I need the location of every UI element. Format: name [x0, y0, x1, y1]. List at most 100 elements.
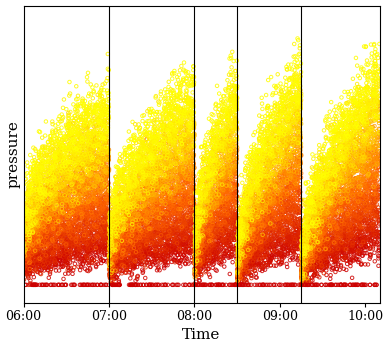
- Point: [92, 120, 98, 125]
- Point: [98, 228, 104, 234]
- Point: [228, 238, 234, 243]
- Point: [125, 161, 131, 167]
- Point: [83, 149, 89, 155]
- Point: [231, 93, 237, 99]
- Point: [370, 196, 377, 202]
- Point: [158, 214, 164, 220]
- Point: [301, 269, 307, 275]
- Point: [216, 142, 222, 147]
- Point: [260, 211, 266, 217]
- Point: [149, 260, 155, 265]
- Point: [206, 157, 212, 163]
- Point: [75, 251, 81, 257]
- Point: [264, 242, 270, 248]
- Point: [349, 97, 355, 102]
- Point: [194, 211, 201, 216]
- Point: [63, 134, 70, 140]
- Point: [88, 245, 94, 251]
- Point: [22, 209, 29, 215]
- Point: [176, 184, 182, 189]
- Point: [357, 204, 363, 209]
- Point: [48, 205, 54, 211]
- Point: [244, 239, 251, 244]
- Point: [124, 209, 130, 214]
- Point: [115, 244, 121, 249]
- Point: [73, 197, 79, 203]
- Point: [171, 155, 177, 160]
- Point: [47, 169, 53, 175]
- Point: [284, 207, 290, 213]
- Point: [293, 204, 300, 209]
- Point: [374, 111, 380, 117]
- Point: [269, 197, 276, 202]
- Point: [128, 145, 134, 150]
- Point: [86, 104, 93, 109]
- Point: [187, 106, 194, 112]
- Point: [127, 245, 133, 251]
- Point: [24, 269, 30, 275]
- Point: [200, 184, 206, 190]
- Point: [216, 220, 222, 226]
- Point: [111, 209, 118, 215]
- Point: [140, 269, 146, 274]
- Point: [279, 237, 285, 242]
- Point: [28, 247, 34, 252]
- Point: [285, 227, 291, 232]
- Point: [345, 188, 351, 193]
- Point: [287, 170, 294, 176]
- Point: [231, 167, 237, 173]
- Point: [58, 237, 64, 243]
- Point: [139, 175, 145, 181]
- Point: [158, 215, 164, 221]
- Point: [95, 118, 101, 123]
- Point: [198, 263, 204, 269]
- Point: [215, 188, 222, 193]
- Point: [280, 146, 286, 151]
- Point: [163, 249, 170, 255]
- Point: [344, 208, 351, 213]
- Point: [77, 181, 83, 187]
- Point: [49, 201, 56, 206]
- Point: [231, 232, 237, 238]
- Point: [60, 114, 66, 120]
- Point: [304, 217, 310, 222]
- Point: [323, 185, 329, 191]
- Point: [279, 222, 285, 228]
- Point: [45, 156, 51, 161]
- Point: [74, 205, 80, 211]
- Point: [153, 250, 160, 255]
- Point: [191, 185, 197, 190]
- Point: [36, 235, 43, 241]
- Point: [162, 107, 169, 112]
- Point: [84, 213, 90, 219]
- Point: [108, 245, 115, 251]
- Point: [113, 266, 120, 271]
- Point: [50, 175, 57, 180]
- Point: [144, 245, 150, 250]
- Point: [339, 198, 346, 204]
- Point: [86, 207, 92, 213]
- Point: [63, 156, 69, 162]
- Point: [245, 209, 251, 215]
- Point: [339, 171, 346, 176]
- Point: [344, 239, 350, 244]
- Point: [372, 47, 378, 52]
- Point: [327, 184, 334, 190]
- Point: [162, 188, 168, 193]
- Point: [78, 227, 84, 232]
- Point: [283, 201, 289, 207]
- Point: [346, 157, 352, 163]
- Point: [320, 228, 326, 234]
- Point: [138, 157, 144, 162]
- Point: [296, 163, 303, 169]
- Point: [86, 168, 92, 174]
- Point: [328, 176, 334, 181]
- Point: [233, 134, 240, 140]
- Point: [70, 237, 76, 243]
- Point: [285, 200, 291, 206]
- Point: [107, 249, 113, 254]
- Point: [121, 223, 127, 229]
- Point: [57, 174, 63, 179]
- Point: [193, 258, 199, 263]
- Point: [106, 212, 113, 217]
